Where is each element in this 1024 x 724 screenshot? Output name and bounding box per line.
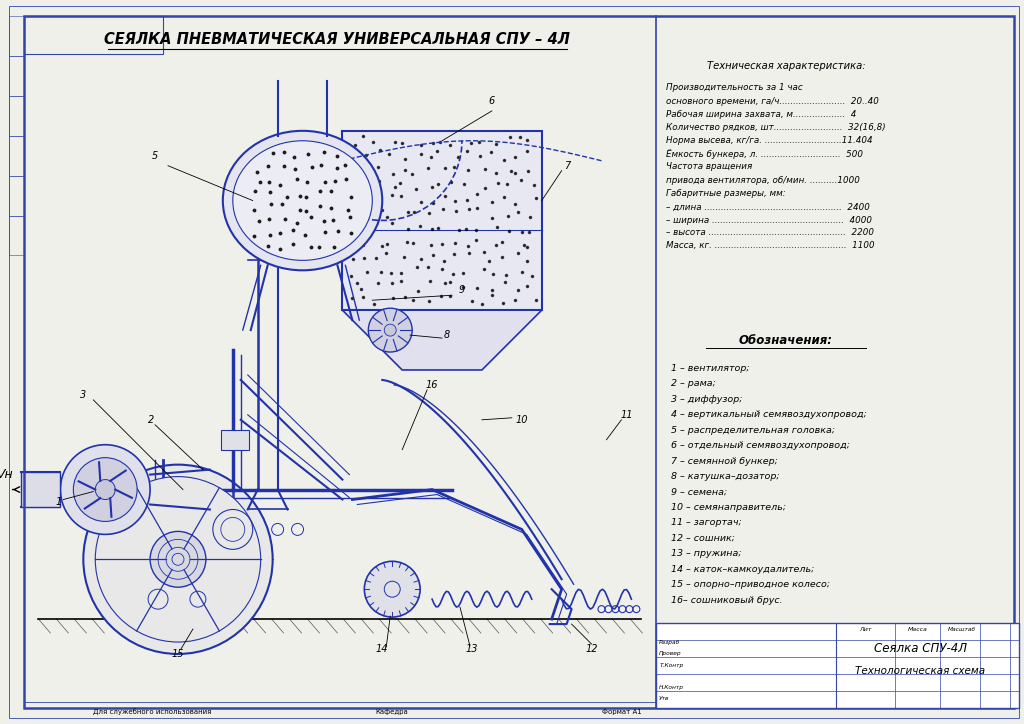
Ellipse shape (223, 131, 382, 270)
Text: Габаритные размеры, мм:: Габаритные размеры, мм: (667, 189, 786, 198)
Text: 7 – семянной бункер;: 7 – семянной бункер; (672, 457, 778, 466)
Text: основного времени, га/ч........................  20..40: основного времени, га/ч.................… (667, 97, 880, 106)
Text: 9: 9 (459, 285, 465, 295)
Text: Для служебного использования: Для служебного использования (93, 708, 212, 715)
Text: 16: 16 (426, 380, 438, 390)
Text: Обозначения:: Обозначения: (739, 334, 833, 347)
Bar (221, 430, 249, 450)
Text: Технологическая схема: Технологическая схема (855, 666, 985, 676)
Text: 1: 1 (55, 497, 61, 507)
Circle shape (365, 561, 420, 617)
Text: Количество рядков, шт.........................  32(16,8): Количество рядков, шт...................… (667, 123, 886, 132)
Circle shape (83, 465, 272, 654)
Text: 5 – распределительная головка;: 5 – распределительная головка; (672, 426, 836, 435)
Text: 8: 8 (444, 330, 451, 340)
Text: 2: 2 (147, 415, 155, 425)
Text: СЕЯЛКА ПНЕВМАТИЧЕСКАЯ УНИВЕРСАЛЬНАЯ СПУ – 4Л: СЕЯЛКА ПНЕВМАТИЧЕСКАЯ УНИВЕРСАЛЬНАЯ СПУ … (104, 32, 570, 46)
Text: 11: 11 (621, 410, 633, 420)
Circle shape (95, 476, 261, 642)
Text: Норма высева, кг/га. ............................11.404: Норма высева, кг/га. ...................… (667, 136, 872, 145)
Text: 16– сошниковый брус.: 16– сошниковый брус. (672, 596, 783, 605)
Text: 10 – семянаправитель;: 10 – семянаправитель; (672, 503, 786, 512)
Text: Сеялка СПУ-4Л: Сеялка СПУ-4Л (873, 641, 967, 654)
Text: 8 – катушка–дозатор;: 8 – катушка–дозатор; (672, 472, 780, 481)
Text: 6 – отдельный семявоздухопровод;: 6 – отдельный семявоздухопровод; (672, 441, 850, 450)
Text: 15 – опорно–приводное колесо;: 15 – опорно–приводное колесо; (672, 580, 830, 589)
Text: – длина ..................................................  2400: – длина ................................… (667, 203, 870, 211)
Text: Разраб: Разраб (659, 640, 681, 645)
Text: 14: 14 (376, 644, 388, 654)
Bar (8, 136, 24, 176)
Bar (342, 131, 542, 310)
Circle shape (384, 324, 396, 336)
Text: 5: 5 (152, 151, 158, 161)
Text: Масса, кг. ................................................  1100: Масса, кг. .............................… (667, 241, 874, 251)
Text: Провер: Провер (659, 652, 682, 656)
Bar (8, 56, 24, 96)
Bar (24, 16, 163, 54)
Text: привода вентилятора, об/мин. ..........1000: привода вентилятора, об/мин. ..........1… (667, 176, 860, 185)
Text: 13: 13 (466, 644, 478, 654)
Text: 4 – вертикальный семявоздухопровод;: 4 – вертикальный семявоздухопровод; (672, 411, 867, 419)
Text: – высота ..................................................  2200: – высота ...............................… (667, 229, 874, 237)
Text: 9 – семена;: 9 – семена; (672, 487, 727, 497)
Text: Масса: Масса (907, 627, 928, 632)
Text: 1 – вентилятор;: 1 – вентилятор; (672, 364, 750, 373)
Text: 6: 6 (488, 96, 495, 106)
Text: Vн: Vн (0, 468, 12, 481)
Text: 11 – загортач;: 11 – загортач; (672, 518, 742, 528)
Text: 13 – пружина;: 13 – пружина; (672, 550, 741, 558)
Text: Утв: Утв (659, 696, 670, 702)
Text: 14 – каток–камкоудалитель;: 14 – каток–камкоудалитель; (672, 565, 815, 574)
Circle shape (369, 308, 412, 352)
Text: 12: 12 (586, 644, 598, 654)
Polygon shape (342, 310, 542, 370)
Text: Кафедра: Кафедра (376, 709, 409, 715)
Text: Н.Контр: Н.Контр (659, 685, 684, 690)
Circle shape (95, 479, 116, 500)
Bar (8, 96, 24, 136)
Text: Производительность за 1 час: Производительность за 1 час (667, 83, 803, 92)
Text: Ёмкость бункера, л. .............................  500: Ёмкость бункера, л. ....................… (667, 148, 863, 159)
Text: 7: 7 (564, 161, 570, 171)
Text: 2 – рама;: 2 – рама; (672, 379, 716, 389)
Ellipse shape (232, 140, 373, 261)
Text: Формат А1: Формат А1 (601, 709, 641, 715)
Text: Лит: Лит (859, 627, 871, 632)
Text: 3 – диффузор;: 3 – диффузор; (672, 395, 742, 404)
Circle shape (60, 445, 151, 534)
Circle shape (151, 531, 206, 587)
Bar (8, 176, 24, 216)
Bar (8, 16, 24, 56)
Text: 10: 10 (515, 415, 528, 425)
Text: Масштаб: Масштаб (948, 627, 976, 632)
Text: 12 – сошник;: 12 – сошник; (672, 534, 735, 543)
Text: 15: 15 (172, 649, 184, 659)
Bar (8, 216, 24, 256)
Bar (20, 471, 60, 508)
Bar (656, 623, 1019, 708)
Text: Т.Контр: Т.Контр (659, 662, 684, 668)
Text: – ширина ................................................  4000: – ширина ...............................… (667, 216, 872, 224)
Text: 3: 3 (80, 390, 86, 400)
Text: Частота вращения: Частота вращения (667, 161, 753, 171)
Text: Рабочая ширина захвата, м...................  4: Рабочая ширина захвата, м...............… (667, 110, 857, 119)
Circle shape (74, 458, 137, 521)
Text: Техническая характеристика:: Техническая характеристика: (707, 61, 865, 71)
